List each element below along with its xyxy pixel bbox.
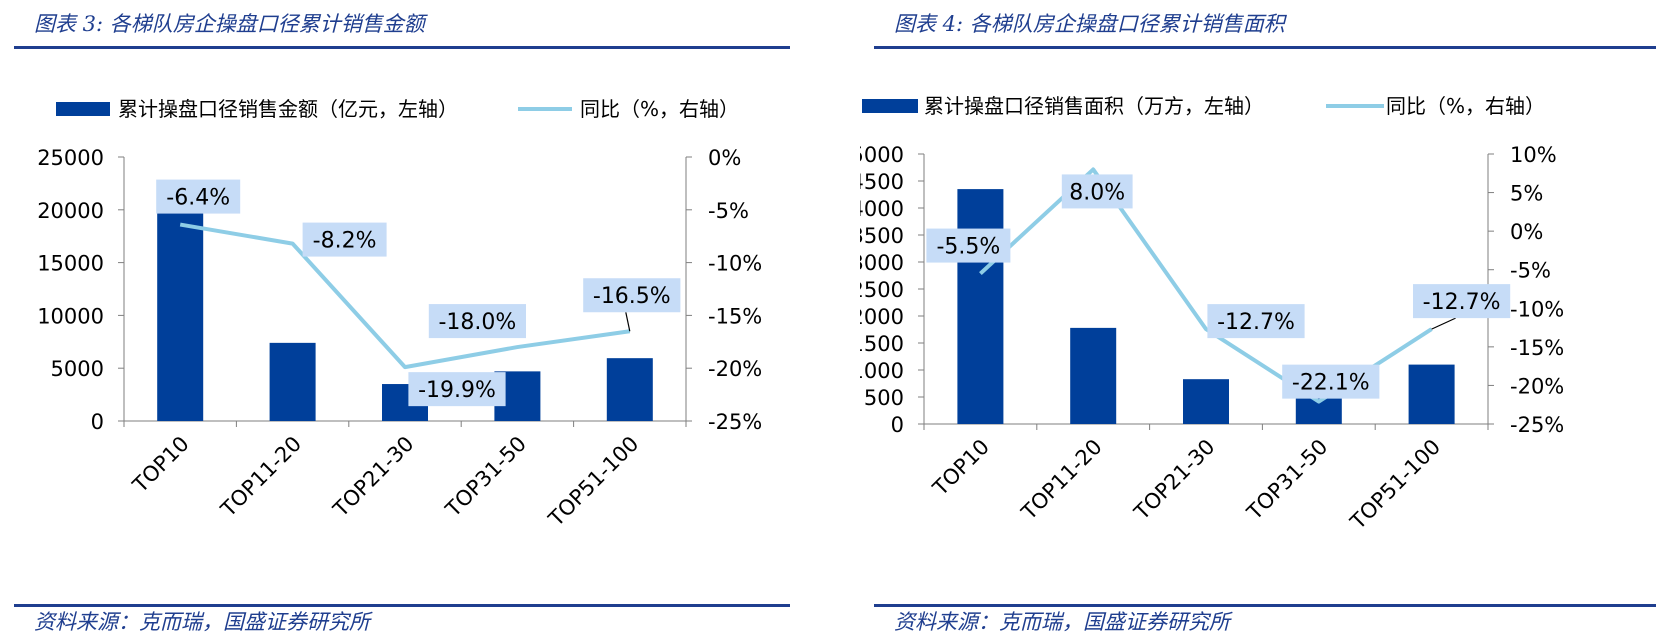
bar-mark: [1070, 327, 1117, 424]
left-tick-label: 3500: [860, 224, 904, 248]
legend-label-bar: 累计操盘口径销售金额（亿元，左轴）: [118, 97, 458, 121]
bar-mark: [269, 342, 316, 421]
right-tick-label: -5%: [1510, 259, 1551, 283]
right-tick-label: -5%: [708, 199, 749, 223]
right-tick-label: 5%: [1510, 182, 1543, 206]
chart-panel-right: 累计操盘口径销售面积（万方，左轴） 同比（%，右轴） 0 500 1000 1500 200…: [860, 0, 1656, 636]
data-label: -19.9%: [418, 378, 496, 403]
data-label: -5.5%: [936, 235, 1000, 260]
data-label-box: [428, 304, 526, 339]
bar-mark: [957, 189, 1004, 424]
x-category-label: TOP51-100: [543, 432, 643, 532]
x-category-label: TOP10: [928, 435, 994, 501]
left-tick-label: 2000: [860, 305, 904, 329]
left-tick-label: 1000: [860, 359, 904, 383]
chart-panel-left: 累计操盘口径销售金额（亿元，左轴） 同比（%，右轴） 0 5000 10000 15000…: [0, 0, 810, 636]
left-tick-label: 10000: [37, 304, 104, 328]
x-category-label: TOP31-50: [1242, 435, 1333, 526]
data-label-box: [302, 222, 387, 257]
x-category-label: TOP11-20: [216, 432, 307, 523]
right-tick-label: -15%: [1510, 336, 1564, 360]
legend-label-line: 同比（%，右轴）: [1386, 94, 1545, 118]
left-tick-label: 20000: [37, 199, 104, 223]
right-tick-label: -25%: [708, 410, 762, 434]
left-tick-label: 2500: [860, 278, 904, 302]
bar-mark: [1408, 364, 1455, 424]
yoy-line: [179, 222, 631, 370]
chart-svg-left: 累计操盘口径销售金额（亿元，左轴） 同比（%，右轴） 0 5000 10000 15000…: [37, 97, 762, 532]
title-divider: [14, 46, 790, 49]
title-divider: [874, 46, 1656, 49]
right-tick-label: -10%: [708, 252, 762, 276]
data-label: -18.0%: [438, 310, 516, 335]
right-tick-label: -15%: [708, 304, 762, 328]
x-category-label: TOP31-50: [440, 432, 531, 523]
data-label-box: [926, 228, 1011, 263]
data-label-box: [408, 372, 506, 407]
right-tick-label: -20%: [1510, 374, 1564, 398]
data-label: -8.2%: [313, 229, 377, 254]
right-tick-label: 0%: [708, 146, 741, 170]
left-tick-label: 0: [891, 413, 904, 437]
data-label: -12.7%: [1217, 310, 1295, 335]
chart-title: 图表 3: 各梯队房企操盘口径累计销售金额: [34, 12, 425, 36]
left-tick-label: 5000: [860, 143, 904, 167]
data-label-box: [1413, 284, 1511, 319]
chart-svg-right: 累计操盘口径销售面积（万方，左轴） 同比（%，右轴） 0 500 1000 1500 200…: [860, 94, 1564, 535]
left-tick-label: 4000: [860, 197, 904, 221]
legend-label-line: 同比（%，右轴）: [580, 97, 739, 121]
legend-label-bar: 累计操盘口径销售面积（万方，左轴）: [924, 94, 1264, 118]
legend-bar-swatch: [56, 102, 110, 116]
data-label-box: [1061, 174, 1133, 209]
source-divider: [14, 604, 790, 607]
data-label-box: [156, 179, 241, 214]
label-leader-line: [625, 312, 631, 332]
chart-title: 图表 4: 各梯队房企操盘口径累计销售面积: [894, 12, 1285, 36]
data-label: -22.1%: [1292, 371, 1370, 396]
x-category-label: TOP21-30: [1129, 435, 1220, 526]
legend-bar-swatch: [862, 99, 918, 113]
bar-mark: [1183, 379, 1229, 424]
data-label: -6.4%: [166, 186, 230, 211]
left-tick-label: 5000: [51, 357, 104, 381]
right-tick-label: -20%: [708, 357, 762, 381]
x-category-label: TOP10: [127, 432, 193, 498]
left-tick-label: 0: [91, 410, 104, 434]
left-tick-label: 500: [864, 386, 904, 410]
data-label-box: [1207, 304, 1305, 339]
left-tick-label: 3000: [860, 251, 904, 275]
right-tick-label: 10%: [1510, 143, 1557, 167]
data-label: -12.7%: [1423, 290, 1501, 315]
source-divider: [874, 604, 1656, 607]
label-leader-line: [1431, 317, 1456, 330]
data-label-box: [1282, 364, 1380, 399]
source-note: 资料来源：克而瑞，国盛证券研究所: [894, 610, 1230, 634]
x-category-label: TOP21-30: [328, 432, 419, 523]
left-tick-label: 25000: [37, 146, 104, 170]
bar-mark: [157, 211, 204, 421]
x-category-label: TOP51-100: [1345, 435, 1445, 535]
x-category-label: TOP11-20: [1016, 435, 1107, 526]
data-label-box: [583, 278, 681, 313]
left-tick-label: 1500: [860, 332, 904, 356]
left-tick-label: 15000: [37, 252, 104, 276]
left-tick-label: 4500: [860, 170, 904, 194]
right-tick-label: -25%: [1510, 413, 1564, 437]
source-note: 资料来源：克而瑞，国盛证券研究所: [34, 610, 370, 634]
data-label: 8.0%: [1069, 180, 1125, 205]
bar-mark: [606, 358, 653, 421]
right-tick-label: 0%: [1510, 220, 1543, 244]
data-label: -16.5%: [593, 284, 671, 309]
right-tick-label: -10%: [1510, 297, 1564, 321]
